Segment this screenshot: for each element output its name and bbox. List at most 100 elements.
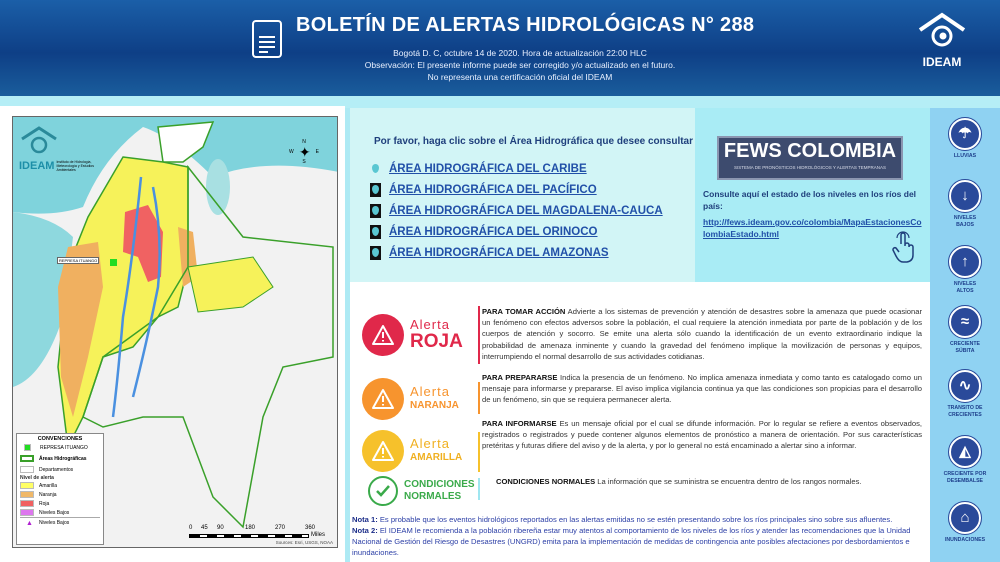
dam-release-icon: ◭ (948, 435, 982, 469)
area-label[interactable]: ÁREA HIDROGRÁFICA DEL AMAZONAS (389, 247, 609, 259)
legend-yellow: Amarilla (39, 482, 58, 489)
sea (13, 117, 337, 214)
pacific-sea (13, 212, 73, 387)
alert-level: NARANJA (410, 400, 459, 411)
sidebar-item-niveles-altos[interactable]: ↑ NIVELES ALTOS (930, 245, 1000, 294)
alert-level: NORMALES (404, 491, 462, 502)
link-orinoco[interactable]: ÁREA HIDROGRÁFICA DEL ORINOCO (370, 225, 598, 239)
dam-marker[interactable] (110, 259, 117, 266)
map-ideam-logo: IDEAM Instituto de Hidrología, Meteorolog… (19, 125, 119, 172)
sidebar-item-niveles-bajos[interactable]: ↓ NIVELES BAJOS (930, 179, 1000, 228)
sidebar-item-lluvias[interactable]: ☂ LLUVIAS (930, 117, 1000, 160)
desc-heading: PARA INFORMARSE (482, 419, 557, 428)
header: BOLETÍN DE ALERTAS HIDROLÓGICAS N° 288 B… (0, 0, 1000, 96)
map-svg (13, 117, 337, 547)
badge-amarilla: Alerta AMARILLA (362, 430, 462, 472)
note-text: El IDEAM le recomienda a la población ri… (352, 526, 911, 557)
scale-tick: 360 (305, 525, 316, 531)
observation-line: Observación: El presente informe puede s… (364, 60, 676, 70)
ideam-map-logo-icon (21, 126, 57, 154)
sidebar-label: NIVELES ALTOS (953, 281, 977, 294)
alert-word: Alerta (410, 436, 450, 451)
flood-house-icon: ⌂ (948, 501, 982, 535)
sidebar-item-desembalse[interactable]: ◭ CRECIENTE POR DESEMBALSE (930, 435, 1000, 484)
map-pin-icon (370, 246, 381, 260)
desc-amarilla: PARA INFORMARSE Es un mensaje oficial po… (482, 418, 922, 452)
compass-s: S (302, 159, 306, 165)
ideam-logo: IDEAM (912, 12, 972, 69)
map-panel: IDEAM Instituto de Hidrología, Meteorolog… (0, 106, 345, 562)
link-caribe[interactable]: ÁREA HIDROGRÁFICA DEL CARIBE (370, 162, 587, 176)
river-magdalena (131, 186, 161, 398)
sidebar-label: CRECIENTE SÚBITA (950, 341, 980, 354)
sidebar-item-creciente-subita[interactable]: ≈ CRECIENTE SÚBITA (930, 305, 1000, 354)
compass-icon: N W ✦ E S (289, 139, 319, 165)
map-pin-icon (370, 183, 381, 197)
fews-logo-sub: SISTEMA DE PRONÓSTICOS HIDROLÓGICOS Y AL… (733, 165, 887, 170)
scale-tick: 45 (201, 525, 208, 531)
scale-tick: 0 (189, 525, 193, 531)
map-legend: CONVENCIONES REPRESA ITUANGO Áreas Hidro… (16, 433, 104, 545)
area-label[interactable]: ÁREA HIDROGRÁFICA DEL PACÍFICO (389, 184, 597, 196)
note-label: Nota 2: (352, 526, 378, 535)
area-label[interactable]: ÁREA HIDROGRÁFICA DEL MAGDALENA-CAUCA (389, 205, 663, 217)
warning-icon (362, 378, 404, 420)
map-pin-icon (370, 162, 381, 176)
area-label[interactable]: ÁREA HIDROGRÁFICA DEL ORINOCO (389, 226, 598, 238)
divider-red (478, 306, 480, 364)
fews-logo[interactable]: FEWS COLOMBIA SISTEMA DE PRONÓSTICOS HIDR… (717, 136, 903, 180)
alert-word: Alerta (410, 317, 450, 332)
desc-naranja: PARA PREPARARSE Indica la presencia de u… (482, 372, 922, 406)
alert-word: CONDICIONES (404, 479, 475, 490)
desc-normales: CONDICIONES NORMALES La información que … (496, 476, 936, 487)
scale-bar: 0 45 90 180 270 360 Miles (189, 525, 334, 538)
link-pacifico[interactable]: ÁREA HIDROGRÁFICA DEL PACÍFICO (370, 183, 597, 197)
note-text: Es probable que los eventos hidrológicos… (377, 515, 893, 524)
logo-text: IDEAM (922, 55, 962, 69)
hydro-area-borders (82, 164, 334, 529)
legend-dam: REPRESA ITUANGO (40, 444, 88, 451)
sidebar-label: TRANSITO DE CRECIENTES (947, 405, 983, 418)
lake (206, 159, 230, 215)
legend-orange: Naranja (39, 491, 57, 498)
alert-level: ROJA (410, 331, 463, 352)
link-magdalena-cauca[interactable]: ÁREA HIDROGRÁFICA DEL MAGDALENA-CAUCA (370, 204, 663, 218)
scale-tick: 180 (245, 525, 256, 531)
map-logo-sub: Instituto de Hidrología, Meteorología y … (56, 160, 95, 172)
area-label[interactable]: ÁREA HIDROGRÁFICA DEL CARIBE (389, 163, 587, 175)
desc-text: Advierte a los sistemas de prevención y … (482, 307, 923, 361)
sidebar-item-transito[interactable]: ∿ TRANSITO DE CRECIENTES (930, 369, 1000, 418)
note-1: Nota 1: Es probable que los eventos hidr… (352, 514, 928, 525)
guajira (157, 121, 215, 163)
desc-text: La información que se suministra se encu… (595, 477, 862, 486)
flood-routing-icon: ∿ (948, 369, 982, 403)
alerts-legend: Alerta ROJA PARA TOMAR ACCIÓN Advierte a … (350, 282, 930, 562)
note-label: Nota 1: (352, 515, 378, 524)
sidebar-item-inundaciones[interactable]: ⌂ INUNDACIONES (930, 501, 1000, 544)
link-amazonas[interactable]: ÁREA HIDROGRÁFICA DEL AMAZONAS (370, 246, 609, 260)
hand-pointer-icon (892, 231, 914, 263)
alert-map[interactable]: IDEAM Instituto de Hidrología, Meteorolog… (12, 116, 338, 548)
sidebar-label: LLUVIAS (953, 153, 977, 159)
scale-tick: 90 (217, 525, 224, 531)
legend-low: Niveles Bajos (39, 509, 70, 516)
document-icon (252, 20, 282, 58)
legend-departments: Departamentos (39, 466, 74, 473)
desc-heading: PARA TOMAR ACCIÓN (482, 307, 566, 316)
fews-link[interactable]: http://fews.ideam.gov.co/colombia/MapaEs… (703, 217, 922, 239)
alert-level: AMARILLA (410, 452, 463, 463)
map-pin-icon (370, 225, 381, 239)
badge-roja: Alerta ROJA (362, 314, 463, 356)
low-levels-icon: ↓ (948, 179, 982, 213)
warning-icon (362, 430, 404, 472)
legend-level-title: Nivel de alerta (20, 475, 54, 481)
scale-tick: 270 (275, 525, 286, 531)
badge-naranja: Alerta NARANJA (362, 378, 459, 420)
compass-w: W (289, 149, 294, 155)
note-2: Nota 2: El IDEAM le recomienda a la pobl… (352, 525, 928, 558)
disclaimer-line: No representa una certificación oficial … (427, 72, 613, 82)
notes: Nota 1: Es probable que los eventos hidr… (352, 514, 928, 558)
compass-n: N (302, 139, 306, 145)
badge-normales: CONDICIONES NORMALES (362, 476, 475, 506)
legend-low-triangle: Niveles Bajos (38, 520, 70, 526)
